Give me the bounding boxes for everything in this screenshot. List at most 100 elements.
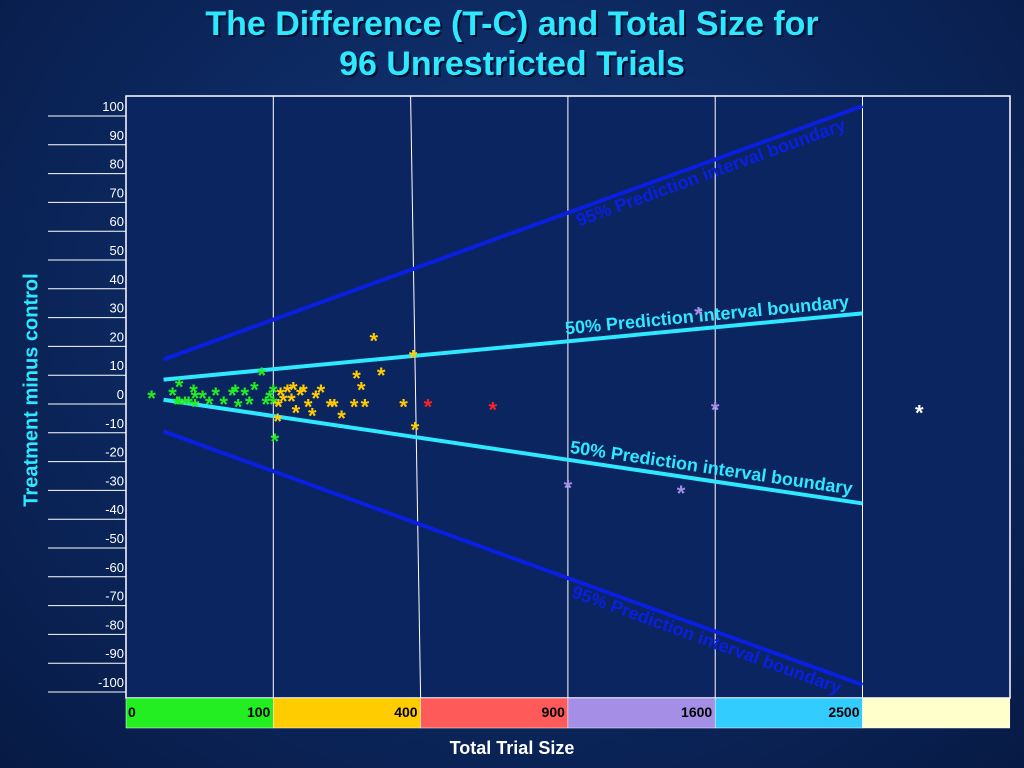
x-band: [420, 697, 569, 729]
data-point: *: [184, 392, 193, 417]
y-tick-label: -20: [105, 445, 124, 460]
y-tick-label: 0: [117, 387, 124, 402]
y-tick-label: 60: [110, 214, 124, 229]
data-point: *: [711, 398, 720, 423]
data-point: *: [191, 386, 200, 411]
data-point: *: [409, 346, 418, 371]
chart-title-line1: The Difference (T-C) and Total Size for: [205, 5, 819, 43]
x-band: [125, 697, 274, 729]
data-point: *: [250, 377, 259, 402]
data-point: *: [677, 481, 686, 506]
x-band: [273, 697, 421, 729]
y-axis-label: Treatment minus control: [20, 273, 43, 507]
data-point: *: [245, 392, 254, 417]
x-band: [567, 697, 716, 729]
y-tick-label: -50: [105, 531, 124, 546]
data-point: *: [211, 383, 220, 408]
y-tick-label: -30: [105, 473, 124, 488]
x-tick-label: 0: [128, 704, 136, 720]
data-point: *: [361, 395, 370, 420]
x-tick-label: 1600: [681, 704, 712, 720]
x-gridline: [410, 95, 422, 699]
data-point: *: [273, 409, 282, 434]
y-tick-label: -10: [105, 416, 124, 431]
data-point: *: [228, 383, 237, 408]
y-tick-label: 20: [110, 329, 124, 344]
data-point: *: [694, 302, 703, 327]
data-point: *: [265, 386, 274, 411]
y-tick-label: -100: [98, 675, 124, 690]
x-tick-label: 2500: [828, 704, 859, 720]
data-point: *: [289, 377, 298, 402]
data-point: *: [147, 386, 156, 411]
data-point: *: [269, 392, 278, 417]
data-point: *: [274, 395, 283, 420]
y-tick-label: -80: [105, 617, 124, 632]
data-point: *: [299, 380, 308, 405]
data-point: *: [564, 475, 573, 500]
data-point: *: [240, 383, 249, 408]
y-tick-label: 30: [110, 301, 124, 316]
data-point: *: [488, 398, 497, 423]
x-tick-label: 900: [542, 704, 566, 720]
y-tick-label: -90: [105, 646, 124, 661]
y-tick-label: -60: [105, 560, 124, 575]
data-point: *: [350, 395, 359, 420]
y-tick-label: 90: [110, 128, 124, 143]
y-tick-label: -70: [105, 589, 124, 604]
boundary-95-line: [162, 104, 864, 362]
data-point: *: [308, 403, 317, 428]
data-point: *: [261, 392, 270, 417]
data-point: *: [175, 374, 184, 399]
boundary-95-line: [162, 429, 864, 687]
data-point: *: [399, 395, 408, 420]
data-point: *: [269, 380, 278, 405]
x-tick-label: 400: [394, 704, 418, 720]
data-point: *: [287, 389, 296, 414]
x-tick-label: 100: [247, 704, 271, 720]
data-point: *: [279, 389, 288, 414]
data-point: *: [270, 429, 279, 454]
chart-title: The Difference (T-C) and Total Size for …: [0, 4, 1024, 84]
chart-title-line2: 96 Unrestricted Trials: [339, 45, 685, 83]
data-point: *: [173, 392, 182, 417]
data-point: *: [326, 395, 335, 420]
data-point: *: [258, 363, 267, 388]
y-tick-label: 100: [102, 99, 124, 114]
data-point: *: [276, 383, 285, 408]
data-point: *: [296, 383, 305, 408]
data-point: *: [189, 380, 198, 405]
data-point: *: [219, 392, 228, 417]
data-point: *: [205, 392, 214, 417]
boundary-50-line: [163, 311, 863, 382]
data-point: *: [915, 400, 924, 425]
data-point: *: [370, 328, 379, 353]
data-point: *: [181, 392, 190, 417]
y-tick-label: 80: [110, 157, 124, 172]
data-point: *: [198, 386, 207, 411]
data-point: *: [168, 383, 177, 408]
y-tick-label: 10: [110, 358, 124, 373]
y-tick-label: 40: [110, 272, 124, 287]
y-tick-label: 70: [110, 185, 124, 200]
y-tick-label: 50: [110, 243, 124, 258]
data-point: *: [424, 395, 433, 420]
data-point: *: [292, 400, 301, 425]
data-point: *: [411, 418, 420, 443]
data-point: *: [352, 366, 361, 391]
data-point: *: [337, 406, 346, 431]
data-point: *: [304, 395, 313, 420]
data-point: *: [377, 363, 386, 388]
data-point: *: [357, 377, 366, 402]
data-point: *: [330, 395, 339, 420]
boundary-50-line: [163, 397, 863, 506]
data-point: *: [234, 395, 243, 420]
x-band: [714, 697, 863, 729]
data-point: *: [317, 380, 326, 405]
data-point: *: [231, 380, 240, 405]
data-point: *: [175, 392, 184, 417]
data-point: *: [191, 395, 200, 420]
x-band: [862, 697, 1011, 729]
data-point: *: [283, 380, 292, 405]
